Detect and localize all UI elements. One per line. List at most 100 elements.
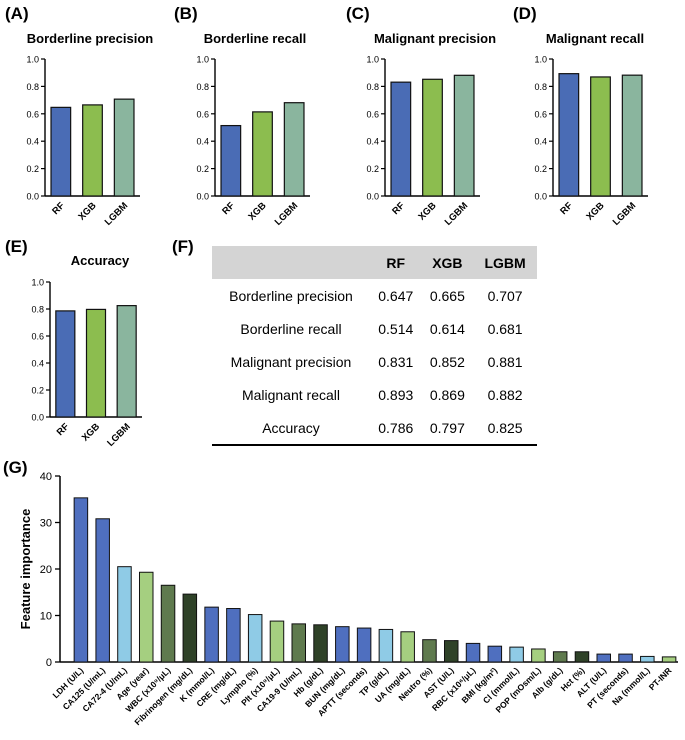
bar-d-xgb [590, 76, 611, 197]
table-cell-lgbm: 0.881 [487, 353, 523, 370]
panel-label-a: (A) [5, 4, 29, 23]
y-tick-label: 1.0 [534, 55, 547, 65]
y-tick-label: 0.8 [26, 82, 39, 92]
bar-a-lgbm [113, 98, 135, 197]
y-tick-label: 0.6 [534, 109, 547, 119]
panel-label-d: (D) [513, 4, 537, 23]
bar-feature [640, 655, 655, 663]
table-cell-xgb: 0.665 [429, 287, 465, 304]
bar-c-lgbm [453, 74, 475, 197]
x-tick-label: RF [220, 200, 237, 217]
x-tick-label: RF [50, 200, 67, 217]
bar-e-lgbm [116, 305, 137, 418]
table-cell-metric: Accuracy [212, 411, 370, 446]
table-cell-xgb: 0.852 [429, 353, 465, 370]
metrics-table: RF XGB LGBM Borderline precision 0.647 0… [212, 246, 537, 446]
bar-feature [313, 624, 328, 663]
x-tick-label: RF [390, 200, 407, 217]
y-tick-label: 20 [40, 564, 52, 576]
table-cell-rf: 0.514 [378, 320, 414, 337]
y-tick-label: 0.8 [366, 82, 379, 92]
bar-feature [400, 631, 415, 663]
table-cell-lgbm: 0.825 [473, 411, 537, 446]
chart-title-e: Accuracy [70, 253, 130, 268]
panel-label-c: (C) [346, 4, 370, 23]
table-cell-metric: Borderline recall [240, 320, 342, 337]
table-cell-metric: Malignant precision [230, 353, 352, 370]
y-tick-label: 0.0 [31, 413, 44, 423]
table-cell-lgbm: 0.882 [487, 386, 523, 403]
x-tick-label: XGB [80, 421, 102, 443]
bar-feature [574, 651, 590, 663]
bar-feature [269, 620, 285, 663]
y-tick-label: 0.2 [534, 164, 547, 174]
y-tick-label: 0.6 [196, 109, 209, 119]
x-tick-label: LGBM [103, 200, 131, 228]
x-tick-label: XGB [584, 200, 606, 222]
bar-feature [291, 623, 307, 663]
chart-title-a: Borderline precision [26, 31, 154, 46]
bar-feature [95, 518, 110, 663]
bar-d-rf [558, 73, 580, 197]
y-tick-label: 0.8 [196, 82, 209, 92]
y-tick-label: 10 [40, 611, 52, 623]
bar-feature [661, 656, 677, 663]
chart-title-c: Malignant precision [373, 31, 497, 46]
table-cell-rf: 0.786 [369, 411, 422, 446]
y-tick-label: 0.0 [26, 192, 39, 202]
bar-feature [356, 627, 372, 663]
y-tick-label: 1.0 [366, 55, 379, 65]
bar-feature [443, 640, 459, 663]
panel-label-e: (E) [5, 237, 28, 256]
bar-feature [73, 497, 89, 663]
y-tick-label: 0.6 [26, 109, 39, 119]
y-tick-label: 0.6 [366, 109, 379, 119]
table-cell-xgb: 0.869 [429, 386, 465, 403]
bar-b-rf [220, 124, 242, 197]
table-row: Borderline precision 0.647 0.665 0.707 [212, 279, 537, 312]
y-tick-label: 0.4 [31, 359, 44, 369]
table-header-row: RF XGB LGBM [212, 246, 537, 279]
table-cell-rf: 0.893 [378, 386, 414, 403]
bar-feature [487, 645, 503, 663]
bar-c-rf [390, 81, 412, 197]
x-tick-label: RF [55, 421, 72, 438]
x-tick-label: PT-INR [647, 665, 674, 692]
table-header-xgb: XGB [432, 254, 463, 271]
y-axis-label: Feature importance [18, 509, 33, 630]
table-header-lgbm: LGBM [484, 254, 526, 271]
y-tick-label: 0.8 [534, 82, 547, 92]
x-tick-label: XGB [246, 200, 268, 222]
table-cell-metric: Borderline precision [229, 287, 353, 304]
chart-title-d: Malignant recall [545, 31, 645, 46]
y-tick-label: 0.4 [26, 137, 39, 147]
x-tick-label: XGB [416, 200, 438, 222]
bar-feature [204, 606, 219, 663]
bar-feature [117, 566, 132, 663]
x-tick-label: LGBM [443, 200, 471, 228]
table-cell-rf: 0.647 [378, 287, 414, 304]
bar-a-rf [50, 106, 72, 197]
table-row: Borderline recall 0.514 0.614 0.681 [212, 312, 537, 345]
bar-feature [531, 648, 546, 663]
bar-feature [160, 584, 176, 663]
bar-b-lgbm [283, 102, 305, 197]
y-tick-label: 0.0 [534, 192, 547, 202]
y-tick-label: 0.4 [366, 137, 379, 147]
table-header-rf: RF [386, 254, 406, 271]
panel-label-g: (G) [3, 458, 28, 477]
table-cell-lgbm: 0.681 [487, 320, 523, 337]
x-tick-label: LGBM [105, 421, 133, 449]
bar-feature [182, 593, 198, 663]
bar-feature [422, 639, 437, 663]
bar-feature [247, 614, 263, 663]
y-tick-label: 0.0 [196, 192, 209, 202]
x-tick-label: XGB [76, 200, 98, 222]
bar-b-xgb [252, 111, 273, 197]
bar-feature [378, 628, 394, 663]
table-row: Malignant precision 0.831 0.852 0.881 [212, 345, 537, 378]
panel-label-f: (F) [172, 237, 194, 256]
y-tick-label: 0.4 [196, 137, 209, 147]
y-tick-label: 0.6 [31, 332, 44, 342]
